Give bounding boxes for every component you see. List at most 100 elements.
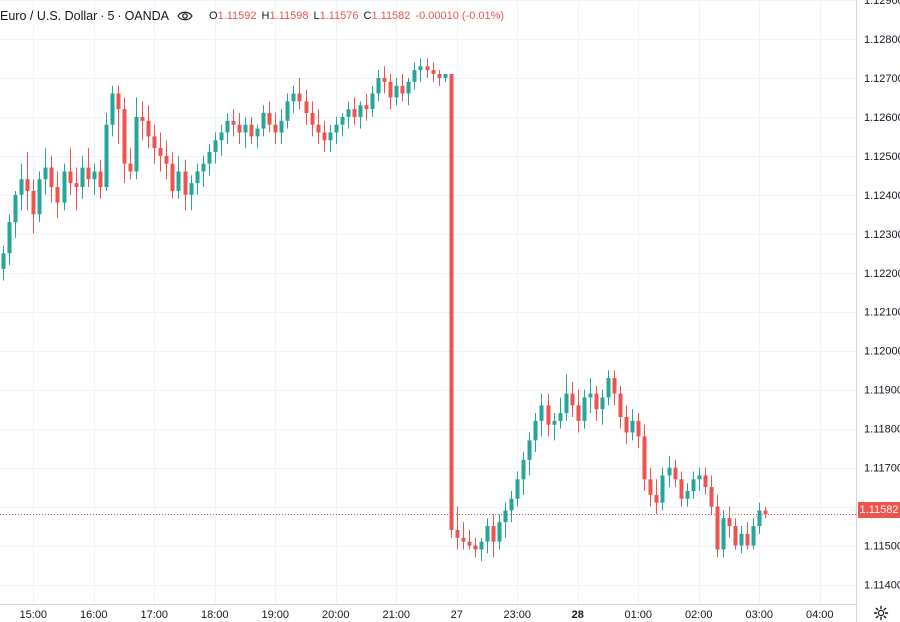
x-tick-label: 15:00 (20, 609, 48, 621)
candle-body (443, 74, 448, 78)
candle-body (158, 148, 163, 156)
candle-body (733, 526, 738, 546)
candle-body (1, 253, 6, 269)
candle-body (249, 124, 254, 137)
x-tick-label: 18:00 (201, 609, 229, 621)
candle-body (213, 140, 218, 152)
candle-body (618, 393, 623, 417)
candle-body (449, 74, 454, 530)
candle-body (116, 93, 121, 110)
candle-body (400, 85, 405, 94)
candle-body (425, 66, 430, 71)
ohlc-item: -0.00010 (-0.01%) (415, 10, 504, 22)
candle-body (570, 393, 575, 406)
symbol-name: Euro / U.S. Dollar (0, 9, 98, 23)
x-tick-label: 16:00 (80, 609, 108, 621)
y-tick-label: 1.12100 (864, 307, 900, 319)
candle-body (297, 93, 302, 102)
ohlc-key: C (363, 10, 372, 22)
y-tick-label: 1.12200 (864, 268, 900, 280)
candle-body (7, 222, 12, 254)
candle-body (134, 116, 139, 172)
x-tick-label: 20:00 (322, 609, 350, 621)
candle-body (582, 397, 587, 421)
ohlc-value: 1.11576 (319, 10, 359, 22)
candle-body (267, 113, 272, 125)
candle-body (152, 136, 157, 149)
candle-body (322, 132, 327, 141)
candle-body (727, 518, 732, 527)
candle-body (721, 518, 726, 550)
candle-body (503, 510, 508, 523)
candle-body (92, 171, 97, 180)
candle-body (207, 151, 212, 164)
candle-body (394, 85, 399, 98)
candle-body (195, 171, 200, 184)
y-tick-label: 1.12600 (864, 112, 900, 124)
candle-body (237, 124, 242, 133)
candle-body (43, 167, 48, 180)
y-tick-label: 1.12400 (864, 190, 900, 202)
last-price-label: 1.11582 (858, 502, 900, 518)
candle-body (691, 479, 696, 491)
candle-body (146, 120, 151, 137)
candle-body (340, 116, 345, 125)
candle-body (612, 377, 617, 394)
candle-body (437, 74, 442, 78)
candle-body (418, 66, 423, 71)
candle-body (382, 77, 387, 82)
candle-body (86, 167, 91, 180)
candle-body (25, 179, 30, 191)
candle-body (98, 171, 103, 188)
candle-body (55, 187, 60, 203)
x-tick-label: 01:00 (625, 609, 653, 621)
candle-body (316, 124, 321, 133)
candle-body (564, 393, 569, 414)
candle-body (13, 194, 18, 223)
candle-body (201, 163, 206, 172)
candle-body (479, 541, 484, 550)
x-tick-label: 27 (451, 609, 463, 621)
eye-icon[interactable] (177, 10, 193, 22)
candle-body (388, 81, 393, 98)
interval-label: 5 (107, 9, 115, 23)
ohlc-item: L1.11576 (313, 10, 358, 22)
candle-body (558, 413, 563, 421)
ohlc-key: L (313, 10, 320, 22)
candle-body (170, 163, 175, 191)
ohlc-value: 1.11592 (217, 10, 257, 22)
candle-body (346, 109, 351, 117)
candle-body (352, 109, 357, 117)
x-tick-label: 02:00 (685, 609, 713, 621)
candle-body (673, 467, 678, 480)
x-tick-label: 17:00 (141, 609, 169, 621)
ohlc-value: 1.11598 (269, 10, 309, 22)
y-tick-label: 1.12700 (864, 73, 900, 85)
chart-legend: Euro / U.S. Dollar · 5 · OANDA O1.11592 H… (0, 6, 509, 26)
candle-body (273, 124, 278, 133)
candle-body (291, 93, 296, 102)
candle-body (104, 124, 109, 188)
candle-body (455, 529, 460, 538)
candle-body (546, 405, 551, 425)
y-tick-label: 1.12800 (864, 34, 900, 46)
candle-body (19, 179, 24, 195)
candle-body (491, 526, 496, 542)
ohlc-item: H1.11598 (262, 10, 309, 22)
candle-body (80, 167, 85, 188)
candle-body (485, 526, 490, 542)
ohlc-item: C1.11582 (364, 10, 411, 22)
candle-body (521, 459, 526, 480)
candle-body (376, 77, 381, 94)
gear-icon[interactable] (872, 604, 890, 622)
candle-body (745, 533, 750, 546)
candle-body (110, 93, 115, 125)
legend-separator: · (117, 9, 122, 23)
candle-body (606, 377, 611, 398)
y-tick-label: 1.11400 (864, 580, 900, 592)
candle-body (473, 545, 478, 550)
candle-body (679, 479, 684, 499)
y-tick-label: 1.12000 (864, 346, 900, 358)
